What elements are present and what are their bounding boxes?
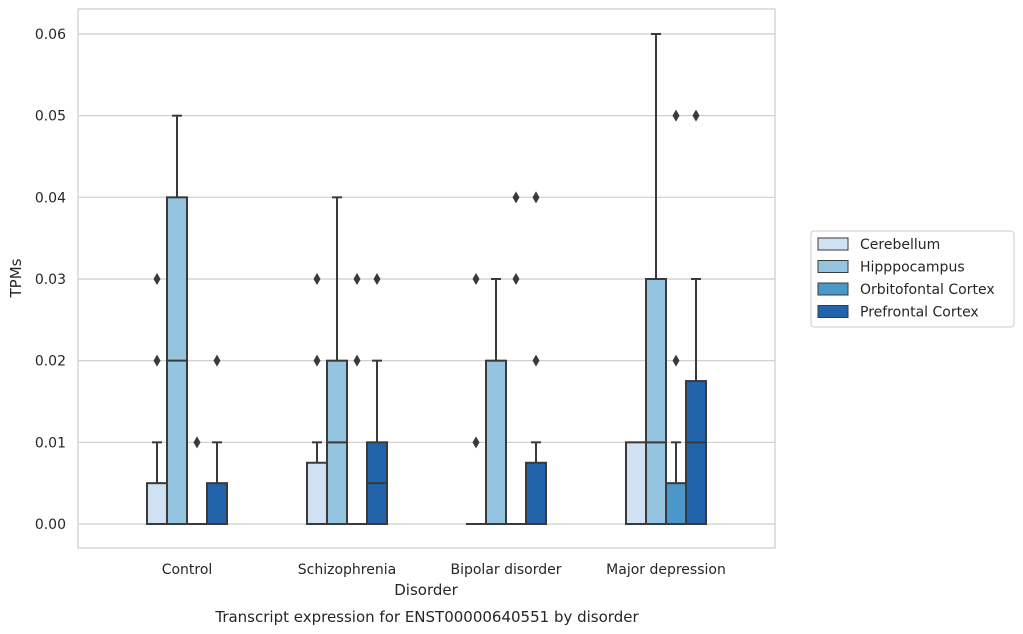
outlier-point bbox=[512, 273, 520, 285]
legend-label: Cerebellum bbox=[860, 237, 940, 253]
box bbox=[485, 278, 507, 525]
x-tick-label: Control bbox=[162, 562, 213, 578]
box-body bbox=[306, 461, 328, 525]
legend-label: Prefrontal Cortex bbox=[860, 305, 979, 321]
box bbox=[506, 191, 526, 525]
outlier-point bbox=[373, 273, 381, 285]
box-body bbox=[206, 482, 228, 525]
box bbox=[166, 114, 188, 525]
box bbox=[525, 191, 547, 525]
box bbox=[366, 273, 388, 526]
outlier-point bbox=[512, 191, 520, 204]
box bbox=[625, 441, 647, 526]
series-orbitofontal-cortex bbox=[187, 109, 687, 525]
outlier-point bbox=[153, 273, 161, 285]
outlier-point bbox=[532, 191, 540, 204]
plot-area-frame bbox=[77, 8, 776, 549]
outlier-point bbox=[313, 354, 321, 367]
x-axis-title: Disorder bbox=[394, 581, 458, 599]
outlier-point bbox=[472, 436, 480, 449]
box bbox=[206, 354, 228, 525]
x-tick-label: Schizophrenia bbox=[298, 562, 396, 578]
box bbox=[665, 109, 687, 525]
y-tick-label: 0.06 bbox=[35, 27, 66, 43]
box bbox=[347, 273, 367, 525]
outlier-point bbox=[353, 273, 361, 285]
legend-swatch bbox=[817, 282, 849, 296]
y-tick-label: 0.02 bbox=[35, 354, 66, 370]
outlier-point bbox=[532, 354, 540, 367]
box bbox=[187, 436, 207, 525]
y-tick-label: 0.03 bbox=[35, 272, 66, 288]
outlier-point bbox=[193, 436, 201, 449]
box bbox=[326, 196, 348, 525]
outlier-point bbox=[313, 273, 321, 285]
y-axis-title: TPMs bbox=[7, 258, 25, 298]
box-body bbox=[525, 461, 547, 525]
chart-caption: Transcript expression for ENST0000064055… bbox=[214, 608, 639, 626]
outlier-point bbox=[472, 273, 480, 285]
legend: Cerebellum Hipppocampus Orbitofontal Corte… bbox=[810, 230, 1015, 328]
box-body bbox=[625, 441, 647, 526]
x-tick-label: Bipolar disorder bbox=[450, 562, 561, 578]
outlier-point bbox=[672, 109, 680, 122]
outlier-point bbox=[213, 354, 221, 367]
legend-swatch bbox=[817, 260, 849, 273]
box-series bbox=[146, 33, 707, 526]
x-axis-tick-labels: Control Schizophrenia Bipolar disorder Majo… bbox=[162, 562, 726, 578]
y-tick-label: 0.01 bbox=[35, 435, 66, 451]
series-hipppocampus bbox=[166, 33, 667, 525]
box bbox=[645, 33, 667, 525]
legend-frame bbox=[810, 230, 1015, 328]
legend-swatch bbox=[817, 305, 849, 318]
box-body bbox=[645, 278, 667, 525]
x-tick-label: Major depression bbox=[606, 562, 726, 578]
legend-label: Hipppocampus bbox=[860, 260, 965, 276]
box-body bbox=[685, 380, 707, 526]
y-axis-tick-labels: 0.00 0.01 0.02 0.03 0.04 0.05 0.06 bbox=[35, 27, 66, 533]
legend-label: Orbitofontal Cortex bbox=[860, 282, 995, 298]
outlier-point bbox=[353, 354, 361, 367]
y-tick-label: 0.04 bbox=[35, 190, 66, 206]
y-tick-label: 0.05 bbox=[35, 109, 66, 125]
y-tick-label: 0.00 bbox=[35, 517, 66, 533]
outlier-point bbox=[672, 354, 680, 367]
legend-swatch bbox=[817, 237, 849, 251]
box bbox=[466, 273, 486, 525]
box-body bbox=[485, 359, 507, 525]
box-body bbox=[146, 482, 168, 525]
outlier-point bbox=[692, 109, 700, 122]
box bbox=[685, 109, 707, 526]
box bbox=[306, 273, 328, 525]
series-prefrontal-cortex bbox=[206, 109, 707, 526]
box bbox=[146, 273, 168, 525]
outlier-point bbox=[153, 354, 161, 367]
box-body bbox=[665, 482, 687, 525]
